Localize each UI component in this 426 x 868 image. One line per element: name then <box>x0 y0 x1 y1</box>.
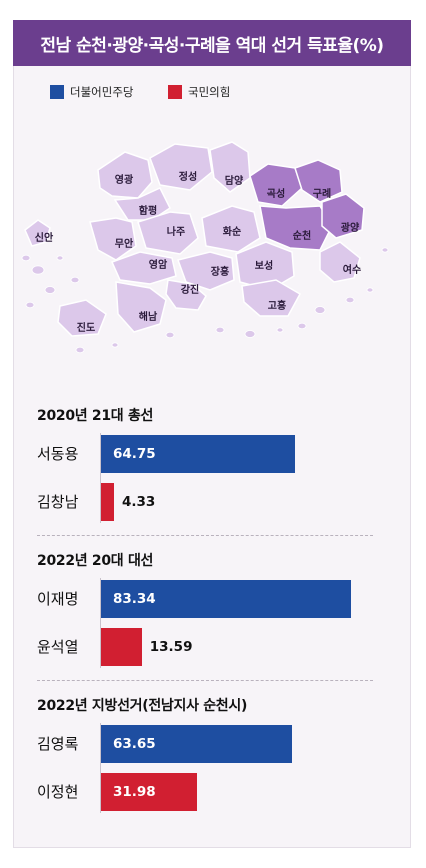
bar-value-label: 63.65 <box>113 736 156 752</box>
map-region-강진 <box>165 279 207 311</box>
map-region-정성 <box>149 143 213 191</box>
map-region-신안 <box>24 219 51 247</box>
map-region-장흥 <box>177 251 235 291</box>
legend-item-ppp: 국민의힘 <box>168 84 230 100</box>
map-region-label: 고흥 <box>268 299 286 312</box>
legend-label: 더불어민주당 <box>70 85 134 99</box>
island-shape <box>44 286 56 294</box>
island-shape <box>381 247 389 253</box>
section-divider <box>37 680 373 681</box>
map-region-label: 광양 <box>341 222 360 234</box>
section-title: 2022년 20대 대선 <box>37 553 154 569</box>
bar <box>101 725 292 763</box>
island-shape <box>165 331 175 339</box>
island-shape <box>25 301 35 309</box>
axis-line <box>100 433 101 523</box>
map-region-label: 정성 <box>179 170 197 183</box>
bar <box>101 580 352 618</box>
map-region-나주 <box>137 211 199 255</box>
map-region-영암 <box>110 251 177 285</box>
legend-swatch-blue <box>50 85 64 99</box>
chart-title: 전남 순천·광양·곡성·구례을 역대 선거 득표율(%) <box>13 20 411 66</box>
bar <box>101 773 197 811</box>
island-shape <box>75 346 85 354</box>
bar-value-label: 31.98 <box>113 784 156 800</box>
map-region-label: 화순 <box>223 226 241 238</box>
candidate-name: 이정현 <box>37 783 79 801</box>
legend-label: 국민의힘 <box>188 85 231 99</box>
island-shape <box>366 287 374 293</box>
map-region-label: 나주 <box>167 225 185 238</box>
map-region-label: 무안 <box>115 237 134 250</box>
island-shape <box>70 276 80 284</box>
map-region-label: 영광 <box>115 173 134 186</box>
map-region-고흥 <box>241 279 302 317</box>
map-region-label: 담양 <box>225 174 244 187</box>
section-divider <box>37 535 373 536</box>
island-shape <box>244 330 256 338</box>
candidate-name: 김창남 <box>37 493 79 511</box>
map-region-label: 진도 <box>77 321 95 334</box>
island-shape <box>215 326 225 334</box>
island-shape <box>111 342 119 348</box>
island-shape <box>276 327 284 333</box>
map-region-label: 함평 <box>139 204 157 217</box>
bar-value-label: 64.75 <box>113 446 156 462</box>
bar-value-label: 13.59 <box>149 639 193 655</box>
map-region-함평 <box>113 187 171 221</box>
map-region-label: 강진 <box>181 283 199 296</box>
island-shape <box>31 265 45 275</box>
candidate-name: 이재명 <box>37 590 79 608</box>
map-region-label: 보성 <box>255 259 273 272</box>
island-shape <box>21 254 31 262</box>
map-region-label: 곡성 <box>267 187 285 200</box>
map-region-무안 <box>89 217 137 261</box>
axis-line <box>100 723 101 813</box>
island-shape <box>56 255 64 261</box>
bar <box>101 628 142 666</box>
island-shape <box>314 306 326 314</box>
map-region-광양 <box>321 193 365 239</box>
candidate-name: 김영록 <box>37 735 79 753</box>
bar <box>101 483 114 521</box>
section-title: 2020년 21대 총선 <box>37 408 154 424</box>
legend-swatch-red <box>168 85 182 99</box>
map-region-label: 구례 <box>313 187 331 200</box>
map-region-여수 <box>319 241 361 283</box>
map-region-label: 여수 <box>343 263 361 276</box>
axis-line <box>100 578 101 668</box>
map-region-label: 순천 <box>293 229 311 242</box>
map-region-영광 <box>97 151 153 199</box>
map-region-해남 <box>115 281 167 333</box>
legend-item-democratic: 더불어민주당 <box>50 84 133 100</box>
candidate-name: 윤석열 <box>37 638 79 656</box>
map-region-보성 <box>235 241 295 291</box>
candidate-name: 서동용 <box>37 445 79 463</box>
section-title: 2022년 지방선거(전남지사 순천시) <box>37 698 248 714</box>
map-region-구례 <box>294 159 343 203</box>
map-region-진도 <box>57 299 107 337</box>
map-region-label: 신안 <box>35 231 54 244</box>
island-shape <box>345 296 355 304</box>
bar <box>101 435 296 473</box>
map-region-label: 장흥 <box>211 265 229 278</box>
island-shape <box>297 322 307 330</box>
bar-value-label: 4.33 <box>121 494 156 510</box>
map-region-순천 <box>259 205 333 251</box>
bar-value-label: 83.34 <box>113 591 156 607</box>
map-region-화순 <box>201 205 261 253</box>
map-region-label: 해남 <box>139 310 158 323</box>
map-region-label: 영암 <box>149 258 168 271</box>
